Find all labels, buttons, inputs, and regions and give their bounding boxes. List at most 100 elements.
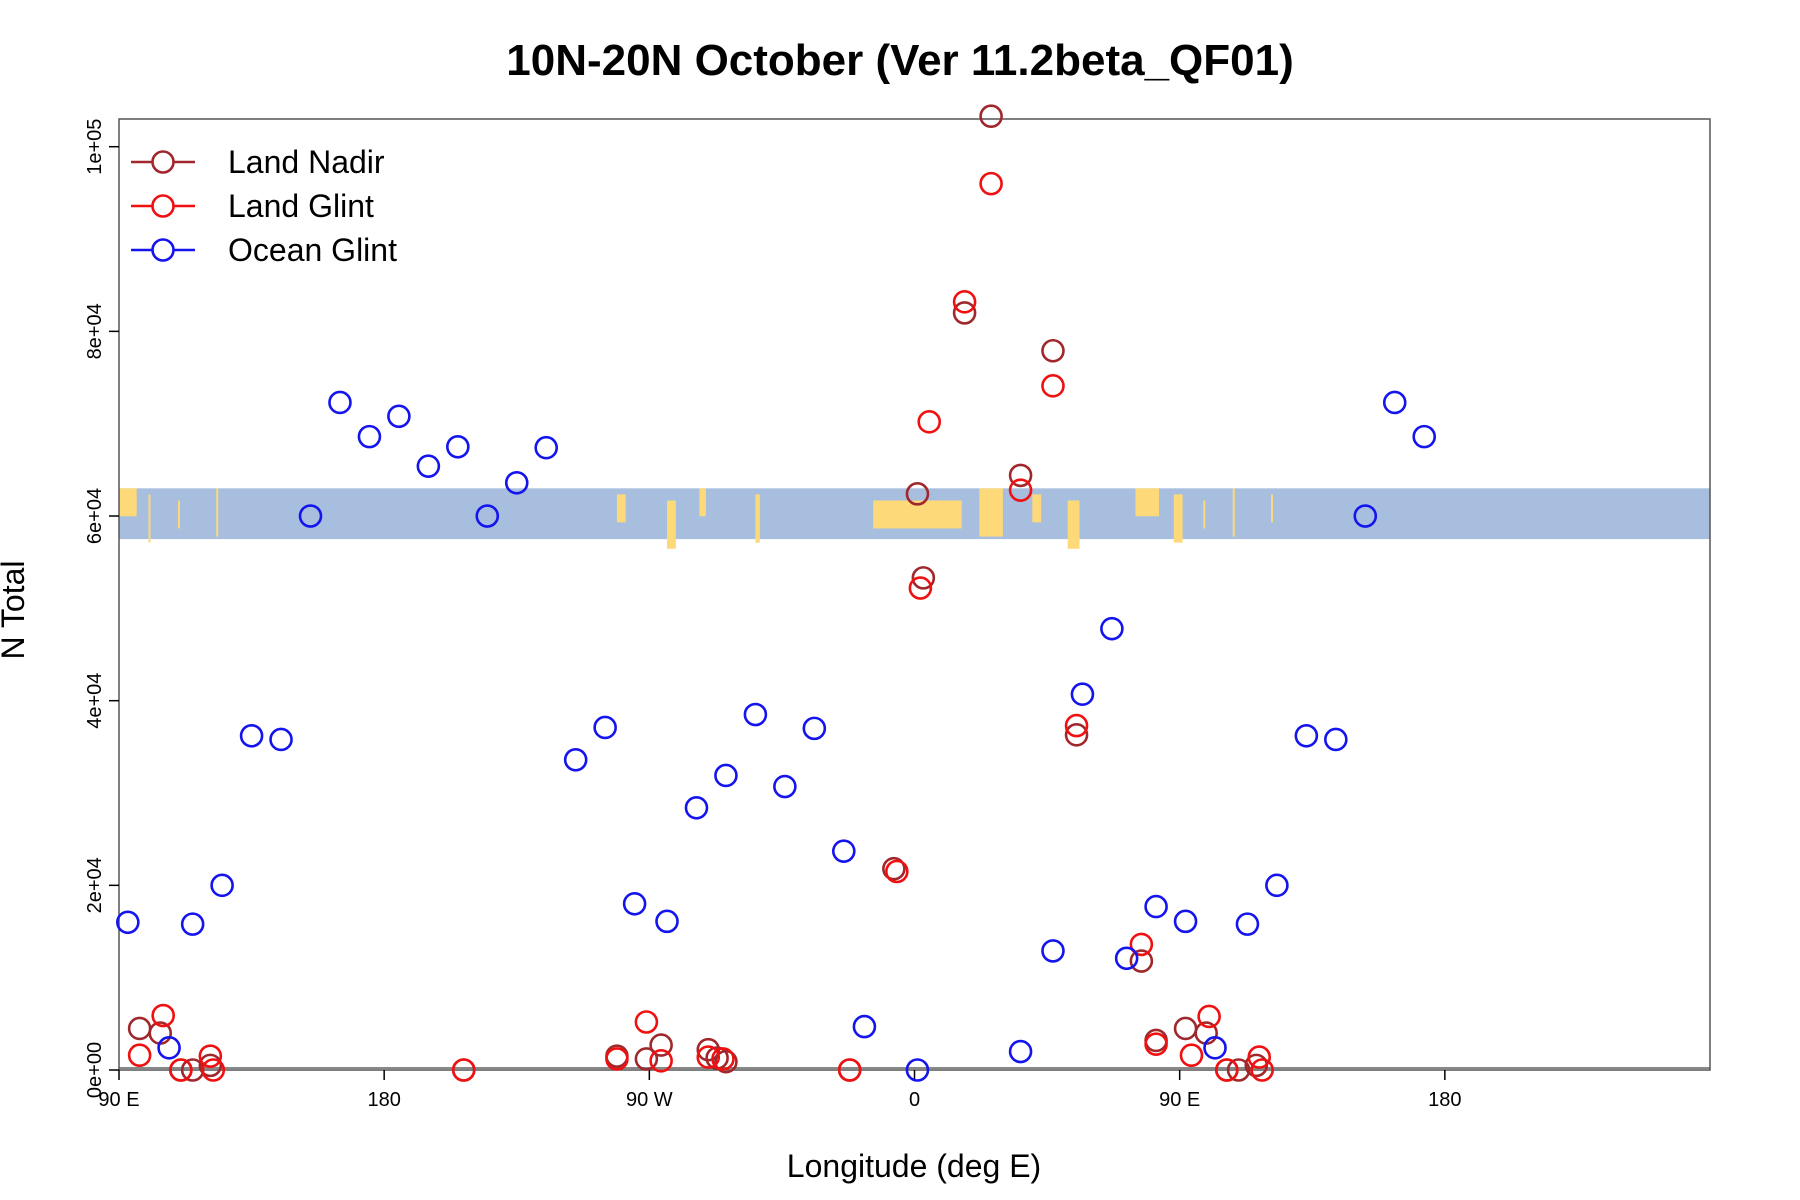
land-nadir-point: [649, 1033, 673, 1057]
legend: Land Nadir Land Glint Ocean Glint: [131, 144, 397, 268]
land-glint-point: [696, 1045, 721, 1069]
ocean-glint-point: [802, 716, 827, 741]
land-nadir-point: [1008, 463, 1033, 488]
ocean-glint-point: [1235, 912, 1260, 936]
ocean-glint-point: [116, 910, 140, 935]
ocean-glint-point: [180, 912, 205, 936]
world-map-strip: [119, 488, 1710, 549]
x-tick-label: 90 E: [1159, 1089, 1200, 1111]
ocean-glint-point: [157, 1036, 181, 1060]
ocean-glint-point: [416, 454, 441, 478]
map-land-shape: [755, 494, 760, 543]
land-nadir-legend-marker: [151, 150, 175, 174]
ocean-glint-point: [1412, 424, 1437, 449]
land-glint-point: [1247, 1045, 1272, 1069]
ocean-glint-point: [684, 795, 709, 820]
map-land-shape: [667, 500, 676, 549]
ocean-glint-point: [475, 504, 500, 528]
map-land-shape: [177, 500, 180, 529]
ocean-glint-legend-marker: [151, 238, 175, 262]
map-land-shape: [1232, 488, 1235, 537]
land-nadir-point: [634, 1047, 659, 1071]
x-tick-label: 90 W: [626, 1089, 673, 1111]
land-nadir-point: [952, 301, 977, 325]
map-land-shape: [1135, 488, 1160, 517]
land-glint-point: [917, 410, 942, 434]
map-land-shape: [1271, 494, 1274, 523]
ocean-glint-point: [1008, 1039, 1033, 1064]
map-land-shape: [1203, 500, 1206, 529]
ocean-glint-point: [328, 390, 352, 415]
ocean-glint-point: [773, 774, 797, 799]
land-nadir-point: [198, 1053, 223, 1078]
land-nadir-point: [911, 566, 936, 590]
x-tick-label: 180: [367, 1089, 400, 1111]
ocean-glint-point: [563, 747, 588, 772]
ocean-glint-point: [239, 723, 264, 748]
chart-title: 10N-20N October (Ver 11.2beta_QF01): [506, 36, 1293, 85]
y-tick-label: 2e+04: [84, 857, 106, 913]
ocean-glint-point: [534, 435, 559, 460]
y-tick-label: 4e+04: [84, 673, 106, 729]
x-tick-label: 90 E: [98, 1089, 139, 1111]
ocean-glint-point: [269, 727, 293, 752]
land-glint-point: [169, 1058, 193, 1082]
land-glint-point: [837, 1058, 862, 1082]
land-nadir-point: [1129, 949, 1154, 973]
x-axis-label: Longitude (deg E): [787, 1148, 1041, 1184]
y-tick-label: 8e+04: [84, 303, 106, 359]
ocean-glint-point: [298, 504, 323, 528]
land-nadir-point: [905, 482, 930, 506]
map-land-shapes: [119, 488, 1274, 549]
land-glint-point: [451, 1058, 476, 1082]
land-glint-point: [649, 1048, 673, 1073]
ocean-glint-point: [1070, 682, 1095, 707]
x-tick-label: 0: [909, 1089, 920, 1111]
map-land-shape: [616, 494, 626, 523]
land-glint-point: [201, 1058, 226, 1082]
land-nadir-point: [882, 856, 906, 881]
land-glint-point: [1064, 713, 1089, 738]
land-glint-legend-label: Land Glint: [228, 188, 374, 224]
land-glint-point: [979, 171, 1003, 196]
ocean-glint-legend-label: Ocean Glint: [228, 232, 397, 268]
ocean-glint-point: [831, 839, 856, 863]
y-tick-label: 0e+00: [84, 1042, 106, 1098]
ocean-glint-point: [357, 424, 382, 449]
land-nadir-point: [1064, 723, 1089, 747]
land-glint-point: [1250, 1058, 1274, 1082]
y-axis: 0e+00 2e+04 4e+04 6e+04 8e+04 1e+05: [84, 119, 119, 1098]
ocean-glint-point: [1294, 723, 1319, 748]
map-land-shape: [1032, 494, 1042, 523]
ocean-glint-point: [655, 909, 679, 934]
land-glint-point: [1179, 1043, 1204, 1068]
data-points: [116, 104, 1437, 1082]
land-glint-point: [127, 1043, 152, 1068]
land-nadir-point: [1173, 1016, 1198, 1041]
land-nadir-point: [714, 1049, 738, 1074]
land-nadir-point: [127, 1016, 152, 1041]
land-glint-point: [885, 859, 909, 884]
land-glint-point: [1215, 1058, 1239, 1082]
ocean-glint-point: [1041, 939, 1065, 963]
ocean-glint-point: [210, 873, 234, 898]
ocean-glint-point: [504, 470, 529, 495]
x-axis: 90 E 180 90 W 0 90 E 180: [98, 1070, 1462, 1111]
land-glint-point: [1197, 1004, 1221, 1029]
map-land-shape: [699, 488, 706, 517]
land-glint-point: [151, 1003, 175, 1028]
ocean-glint-point: [622, 892, 647, 916]
ocean-glint-point: [1324, 727, 1348, 752]
ocean-glint-point: [593, 715, 617, 740]
y-axis-label: N Total: [0, 560, 31, 659]
land-glint-point: [908, 576, 933, 600]
land-glint-point: [1129, 932, 1154, 957]
y-tick-label: 1e+05: [84, 119, 106, 175]
land-glint-point: [634, 1010, 659, 1034]
ocean-glint-point: [1203, 1036, 1227, 1060]
ocean-glint-point: [1265, 873, 1289, 898]
ocean-glint-point: [1100, 616, 1124, 641]
ocean-glint-point: [743, 702, 768, 727]
land-nadir-legend-label: Land Nadir: [228, 144, 385, 180]
